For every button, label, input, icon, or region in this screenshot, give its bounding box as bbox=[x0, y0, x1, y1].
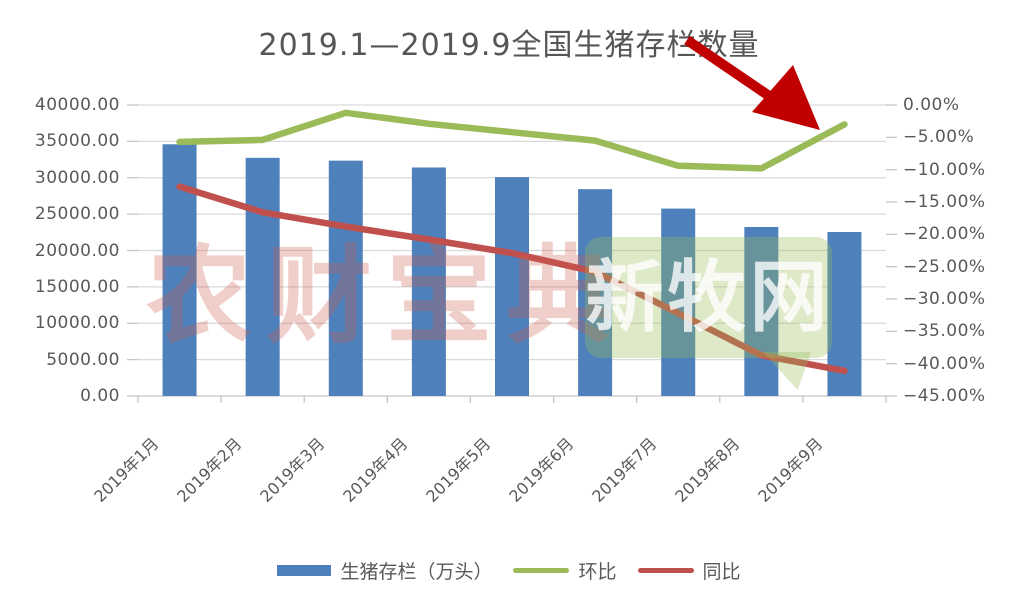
bar-4 bbox=[411, 167, 446, 396]
yoy-line bbox=[176, 183, 848, 375]
legend-item-inventory: 生猪存栏（万头） bbox=[277, 557, 492, 584]
legend-bar-label: 生猪存栏（万头） bbox=[340, 561, 493, 583]
legend-item-mom: 环比 bbox=[513, 557, 617, 584]
legend-mom-label: 环比 bbox=[578, 561, 617, 583]
bar-7 bbox=[661, 208, 696, 396]
legend: 生猪存栏（万头） 环比 同比 bbox=[0, 557, 1018, 584]
trend-arrow-shaft bbox=[684, 35, 781, 107]
legend-mom-line-swatch bbox=[513, 568, 570, 573]
trend-arrow-head bbox=[752, 65, 820, 130]
chart-title: 2019.1—2019.9全国生猪存栏数量 bbox=[258, 28, 760, 63]
bar-8 bbox=[744, 227, 779, 396]
bar-1 bbox=[162, 144, 197, 396]
legend-item-yoy: 同比 bbox=[637, 557, 741, 584]
bar-3 bbox=[328, 160, 363, 396]
bar-2 bbox=[245, 157, 280, 396]
mom-line bbox=[176, 109, 848, 172]
bar-5 bbox=[495, 177, 529, 396]
legend-yoy-line-swatch bbox=[637, 568, 694, 573]
legend-yoy-label: 同比 bbox=[702, 561, 741, 583]
bar-6 bbox=[578, 189, 613, 396]
legend-bar-swatch bbox=[277, 565, 332, 576]
